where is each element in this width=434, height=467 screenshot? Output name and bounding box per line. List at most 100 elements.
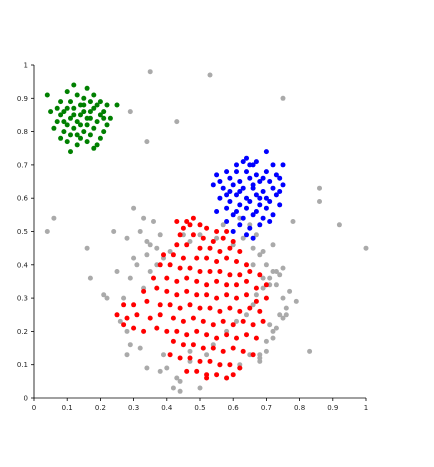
scatter-point — [180, 255, 186, 261]
scatter-point — [234, 162, 239, 168]
scatter-point — [84, 115, 90, 121]
scatter-point — [117, 318, 123, 324]
scatter-point — [54, 105, 60, 111]
scatter-point — [214, 235, 220, 241]
scatter-point — [64, 89, 70, 95]
scatter-point — [170, 315, 176, 321]
scatter-point — [197, 269, 203, 274]
scatter-point — [104, 295, 110, 301]
scatter-point — [210, 239, 216, 244]
scatter-point — [237, 222, 243, 228]
scatter-point — [224, 282, 230, 288]
scatter-point — [124, 315, 130, 321]
scatter-point — [280, 182, 286, 188]
scatter-point — [147, 269, 153, 274]
scatter-point — [177, 232, 183, 238]
scatter-point — [247, 175, 253, 181]
scatter-point — [174, 375, 180, 381]
scatter-point — [144, 239, 150, 244]
scatter-point — [174, 328, 180, 334]
scatter-point — [187, 302, 193, 308]
scatter-point — [210, 345, 216, 351]
scatter-point — [187, 265, 193, 271]
scatter-point — [204, 292, 210, 298]
x-tick-label: 1 — [364, 404, 368, 412]
scatter-point — [151, 219, 156, 224]
scatter-point — [270, 162, 276, 168]
scatter-point — [51, 125, 57, 131]
scatter-point — [234, 259, 239, 264]
scatter-point — [273, 192, 279, 198]
scatter-point — [270, 185, 276, 191]
scatter-series — [44, 69, 369, 394]
scatter-point — [240, 185, 246, 191]
scatter-point — [257, 308, 263, 314]
scatter-point — [68, 115, 73, 121]
scatter-point — [78, 112, 83, 118]
scatter-point — [290, 219, 296, 224]
scatter-point — [97, 99, 103, 105]
scatter-point — [84, 122, 90, 128]
scatter-point — [167, 249, 173, 254]
scatter-point — [194, 368, 200, 374]
scatter-point — [131, 255, 137, 261]
scatter-point — [237, 365, 243, 371]
axes: 0 0.1 0.2 0.3 0.4 0.5 0.6 0.7 0.8 0.9 1 0 0.1 0.2 0.3… — [17, 62, 368, 413]
scatter-point — [260, 249, 266, 254]
scatter-point — [277, 272, 283, 278]
scatter-point — [164, 365, 170, 371]
scatter-point — [267, 219, 273, 224]
scatter-point — [287, 288, 293, 294]
scatter-point — [101, 109, 107, 115]
scatter-point — [68, 132, 73, 138]
scatter-point — [267, 275, 273, 281]
scatter-point — [244, 205, 249, 211]
scatter-point — [270, 212, 276, 218]
scatter-point — [197, 358, 203, 364]
scatter-point — [227, 175, 233, 181]
scatter-point — [174, 292, 180, 298]
scatter-point — [227, 199, 233, 204]
scatter-point — [250, 162, 256, 168]
scatter-point — [84, 85, 90, 91]
scatter-point — [177, 378, 183, 384]
scatter-point — [204, 332, 210, 338]
scatter-point — [104, 102, 110, 108]
scatter-point — [247, 269, 253, 274]
scatter-point — [270, 328, 276, 334]
scatter-point — [204, 255, 210, 261]
scatter-point — [131, 325, 137, 331]
scatter-point — [250, 352, 256, 358]
scatter-point — [263, 295, 269, 301]
scatter-point — [107, 115, 113, 121]
scatter-point — [137, 345, 143, 351]
scatter-point — [220, 222, 226, 228]
scatter-point — [180, 342, 186, 348]
scatter-point — [234, 192, 239, 198]
scatter-point — [94, 142, 100, 148]
scatter-point — [250, 322, 256, 328]
scatter-point — [257, 202, 263, 208]
y-tick-label: 0.5 — [17, 228, 28, 236]
scatter-point — [154, 325, 160, 331]
scatter-point — [207, 269, 213, 274]
scatter-point — [244, 262, 249, 268]
scatter-point — [307, 348, 313, 354]
scatter-point — [227, 189, 233, 194]
scatter-point — [230, 239, 236, 244]
scatter-point — [257, 252, 263, 258]
scatter-point — [197, 385, 203, 391]
scatter-point — [174, 219, 180, 224]
scatter-point — [200, 345, 206, 351]
scatter-point — [190, 342, 196, 348]
scatter-point — [51, 215, 57, 221]
scatter-point — [68, 149, 73, 155]
scatter-point — [244, 155, 249, 161]
scatter-point — [273, 172, 279, 178]
scatter-point — [244, 292, 249, 298]
scatter-point — [177, 355, 183, 361]
scatter-point — [58, 135, 64, 141]
scatter-point — [263, 149, 269, 155]
scatter-point — [137, 229, 143, 234]
scatter-point — [253, 232, 259, 238]
